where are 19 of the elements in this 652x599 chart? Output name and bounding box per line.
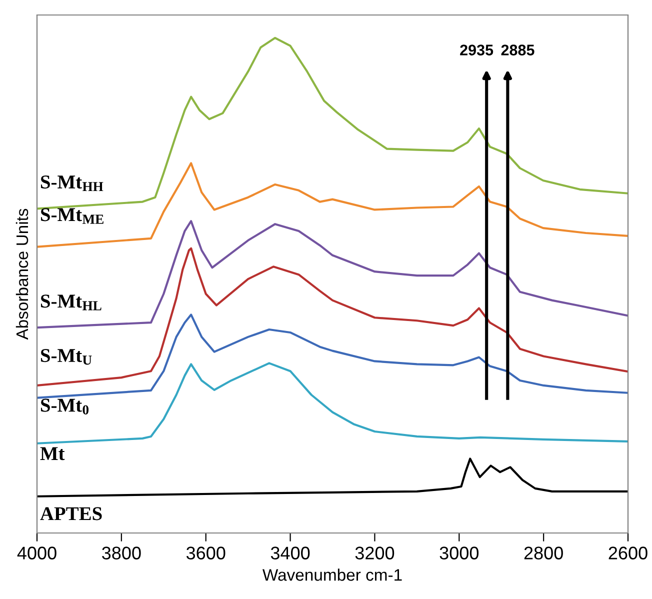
annotation: S-Mt$_{ME}$ — [40, 208, 104, 224]
x-tick-label: 3600 — [186, 546, 226, 560]
x-tick-label: 3000 — [440, 546, 479, 560]
x-tick-label: 4000 — [17, 546, 56, 560]
annotation: APTES — [40, 507, 102, 520]
x-tick-label: 2600 — [608, 546, 648, 560]
annotation: S-Mt$_{HH}$ — [40, 176, 104, 192]
ref-line-label: 2935 — [460, 44, 494, 56]
annotation: S-Mt$_{HL}$ — [40, 294, 102, 310]
x-tick-label: 3200 — [355, 546, 394, 560]
x-tick-label: 3800 — [102, 546, 141, 560]
annotation: S-Mt$_{U}$ — [40, 349, 92, 365]
y-axis-title: Absorbance Units — [16, 208, 28, 340]
x-tick-label: 2800 — [524, 546, 563, 560]
annotation: S-Mt$_{0}$ — [40, 398, 89, 414]
x-axis-title: Wavenumber cm-1 — [262, 568, 402, 581]
x-tick-label: 3400 — [270, 546, 310, 560]
ref-line-label: 2885 — [501, 44, 534, 56]
annotation: Mt — [40, 447, 65, 460]
